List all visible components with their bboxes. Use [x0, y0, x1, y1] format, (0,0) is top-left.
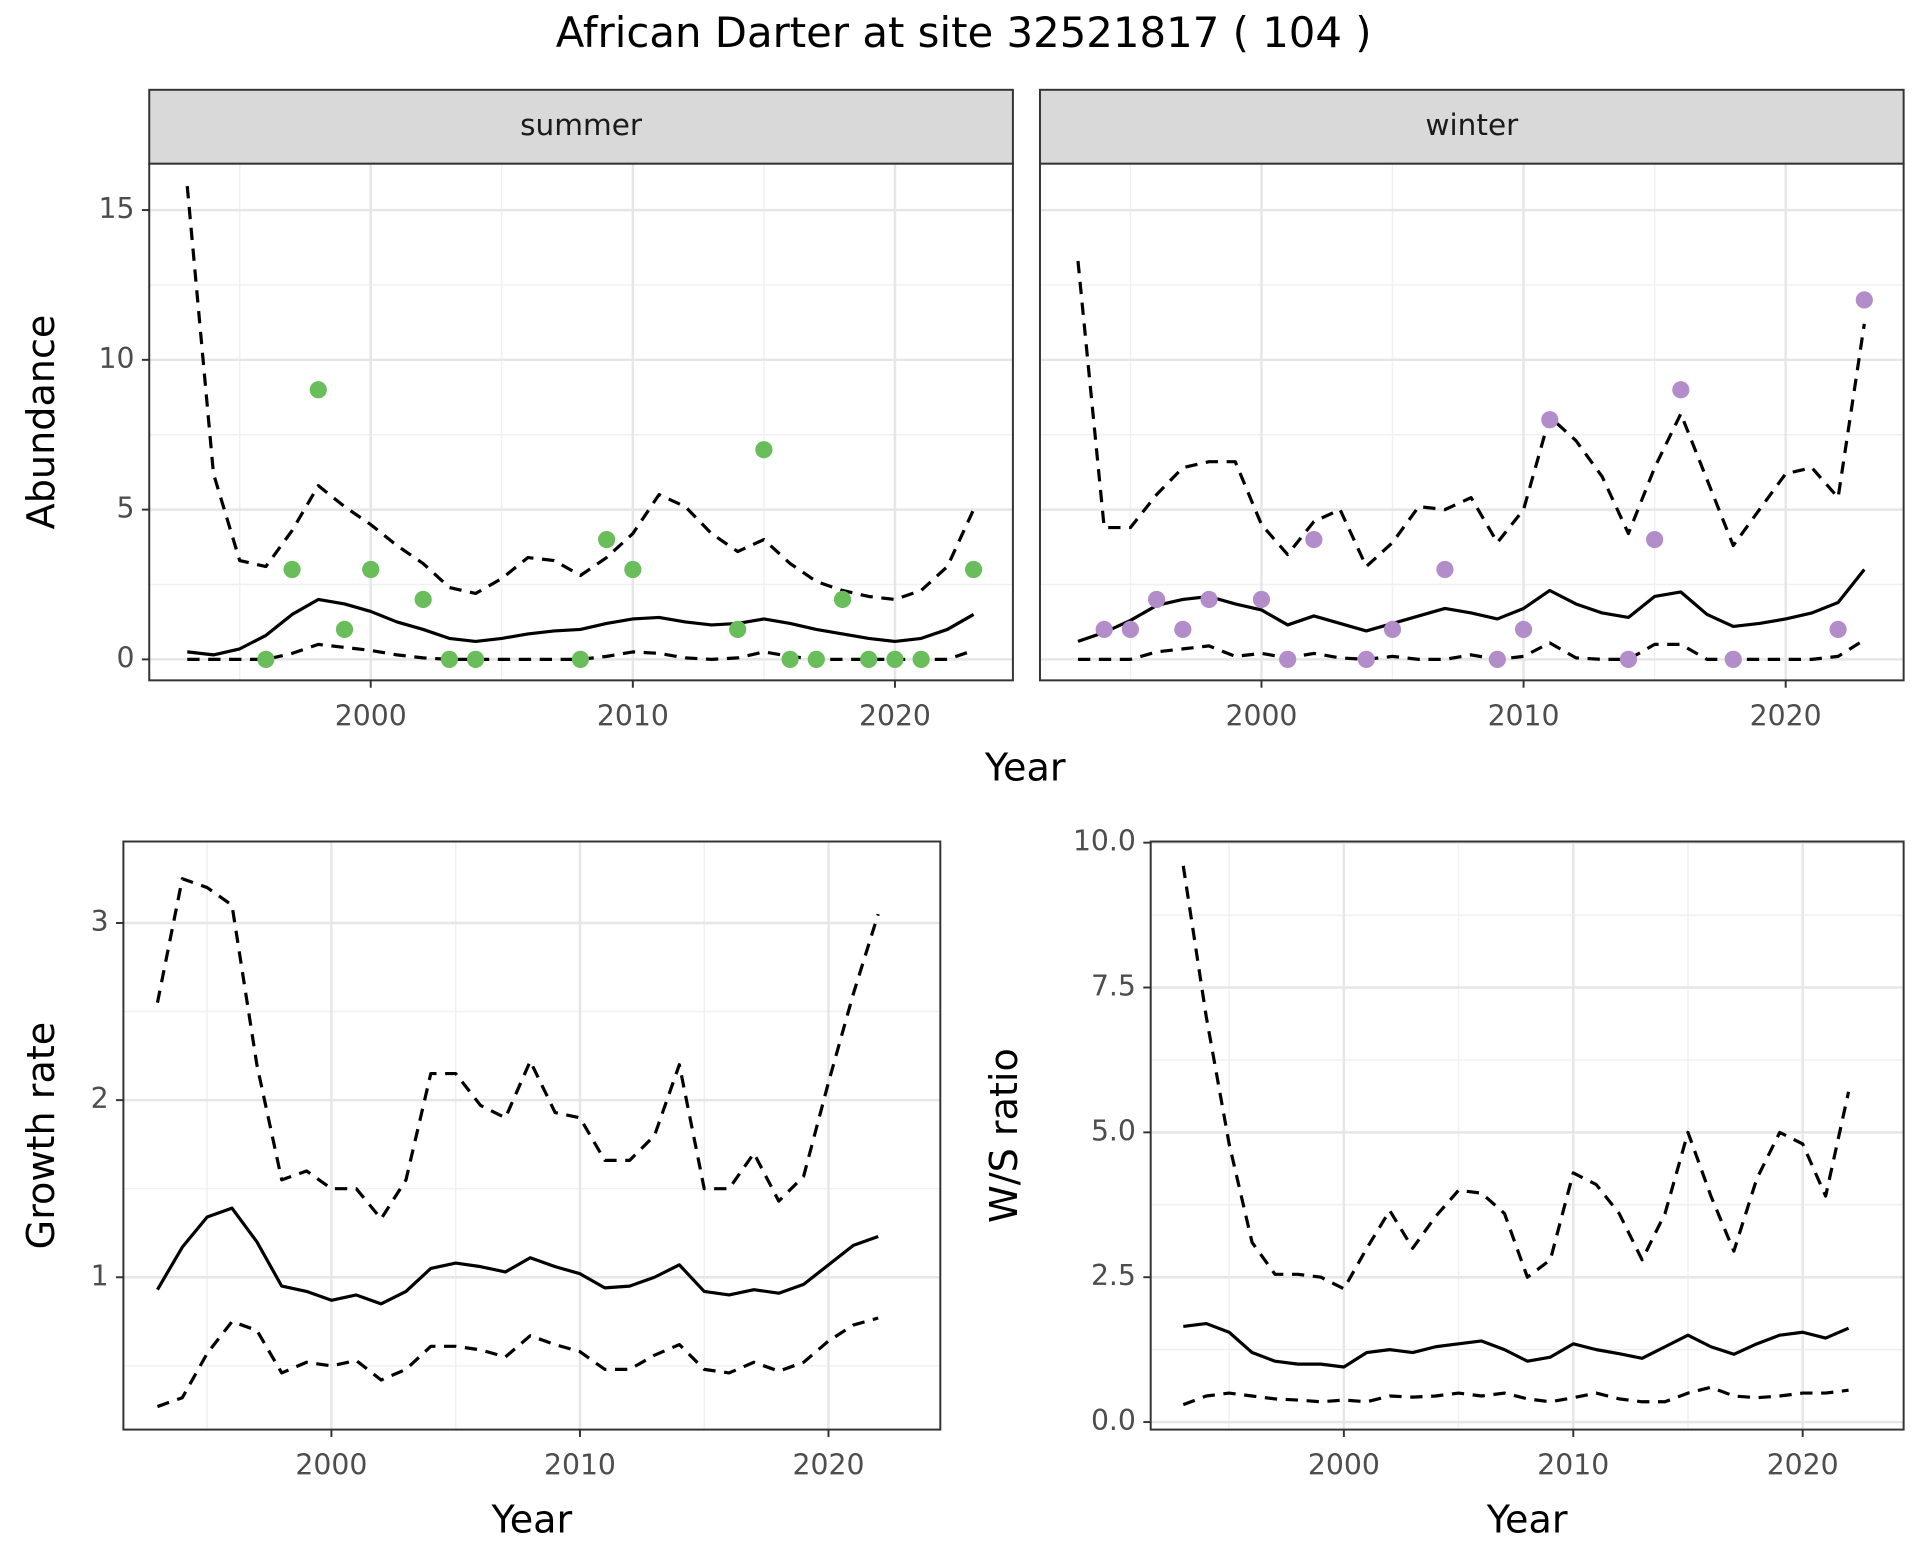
x-tick-label: 2000	[295, 1448, 367, 1481]
interval-line	[155, 877, 880, 1221]
y-tick-label: 15	[98, 192, 134, 225]
data-point	[807, 650, 825, 668]
panel-background	[1150, 841, 1904, 1430]
data-point	[1672, 381, 1690, 399]
data-point	[1829, 620, 1847, 639]
x-tick-label: 2010	[1488, 699, 1560, 732]
data-point	[833, 590, 852, 609]
data-point	[1200, 590, 1218, 609]
x-tick-label: 2020	[859, 699, 931, 732]
panel-background	[123, 841, 941, 1430]
data-point	[598, 530, 616, 549]
data-point	[1121, 620, 1140, 639]
data-point	[1357, 650, 1375, 668]
data-point	[860, 650, 878, 668]
panel-background	[1039, 163, 1904, 681]
data-point	[309, 381, 327, 399]
y-tick-label: 10	[98, 342, 134, 375]
y-tick-label: 2	[91, 1082, 109, 1115]
y-tick-label: 0.0	[1091, 1404, 1136, 1437]
x-tick-label: 2010	[1537, 1448, 1609, 1481]
interval-line	[1076, 260, 1866, 569]
data-point	[571, 650, 590, 668]
x-tick-label: 2010	[544, 1448, 616, 1481]
interval-line	[187, 642, 975, 661]
data-point	[1252, 590, 1271, 609]
data-point	[729, 620, 747, 639]
data-point	[1147, 590, 1166, 609]
y-tick-label: 1	[91, 1259, 109, 1292]
data-point	[624, 560, 642, 579]
panel-background	[149, 163, 1013, 681]
data-point	[1174, 620, 1192, 639]
x-tick-label: 2010	[597, 699, 669, 732]
data-point	[414, 590, 432, 609]
y-axis-title: Growth rate	[19, 1022, 63, 1250]
interval-line	[185, 185, 976, 602]
x-tick-label: 2000	[1308, 1448, 1380, 1481]
data-point	[440, 650, 458, 668]
interval-line	[1182, 1385, 1849, 1407]
data-point	[335, 620, 354, 639]
facet-strip	[1038, 88, 1905, 165]
data-point	[964, 560, 983, 579]
panel-border	[122, 840, 942, 1431]
data-point	[1855, 291, 1873, 309]
mean-line	[1183, 1321, 1850, 1369]
data-point	[1541, 411, 1559, 429]
x-tick-label: 2020	[1767, 1448, 1839, 1481]
y-tick-label: 5.0	[1091, 1114, 1136, 1147]
data-point	[1488, 650, 1506, 668]
x-axis-title: Year	[984, 746, 1066, 790]
y-tick-label: 0	[116, 641, 134, 674]
data-point	[1095, 620, 1113, 639]
data-point	[886, 650, 904, 668]
x-tick-label: 2000	[1225, 699, 1297, 732]
data-point	[257, 650, 275, 668]
data-point	[912, 650, 930, 668]
data-point	[781, 650, 799, 668]
figure-title: African Darter at site 32521817 ( 104 )	[556, 8, 1372, 57]
x-axis-title: Year	[1486, 1497, 1568, 1541]
data-point	[1305, 530, 1323, 549]
y-tick-label: 5	[116, 492, 134, 525]
data-point	[1646, 530, 1664, 549]
data-point	[1724, 650, 1742, 668]
y-tick-label: 7.5	[1091, 970, 1136, 1003]
y-tick-label: 2.5	[1091, 1259, 1136, 1292]
mean-line	[187, 597, 975, 657]
y-tick-label: 3	[91, 905, 109, 938]
mean-line	[156, 1206, 879, 1306]
x-axis-title: Year	[491, 1497, 573, 1541]
y-tick-label: 10.0	[1073, 825, 1136, 858]
y-axis-title: Abundance	[19, 315, 63, 530]
interval-line	[1181, 865, 1851, 1291]
data-point	[1436, 560, 1454, 579]
y-axis-title: W/S ratio	[982, 1048, 1026, 1223]
data-point	[283, 560, 301, 579]
data-point	[1619, 650, 1638, 668]
panel-border	[1149, 840, 1905, 1431]
facet-strip	[148, 88, 1014, 165]
facet-label: winter	[1425, 108, 1519, 142]
x-tick-label: 2000	[335, 699, 407, 732]
data-point	[362, 560, 380, 579]
data-point	[1514, 620, 1533, 639]
data-point	[1383, 620, 1402, 639]
x-tick-label: 2020	[1750, 699, 1822, 732]
data-point	[466, 650, 485, 668]
x-tick-label: 2020	[792, 1448, 864, 1481]
data-point	[755, 441, 773, 459]
facet-label: summer	[520, 108, 643, 142]
data-point	[1279, 650, 1297, 668]
